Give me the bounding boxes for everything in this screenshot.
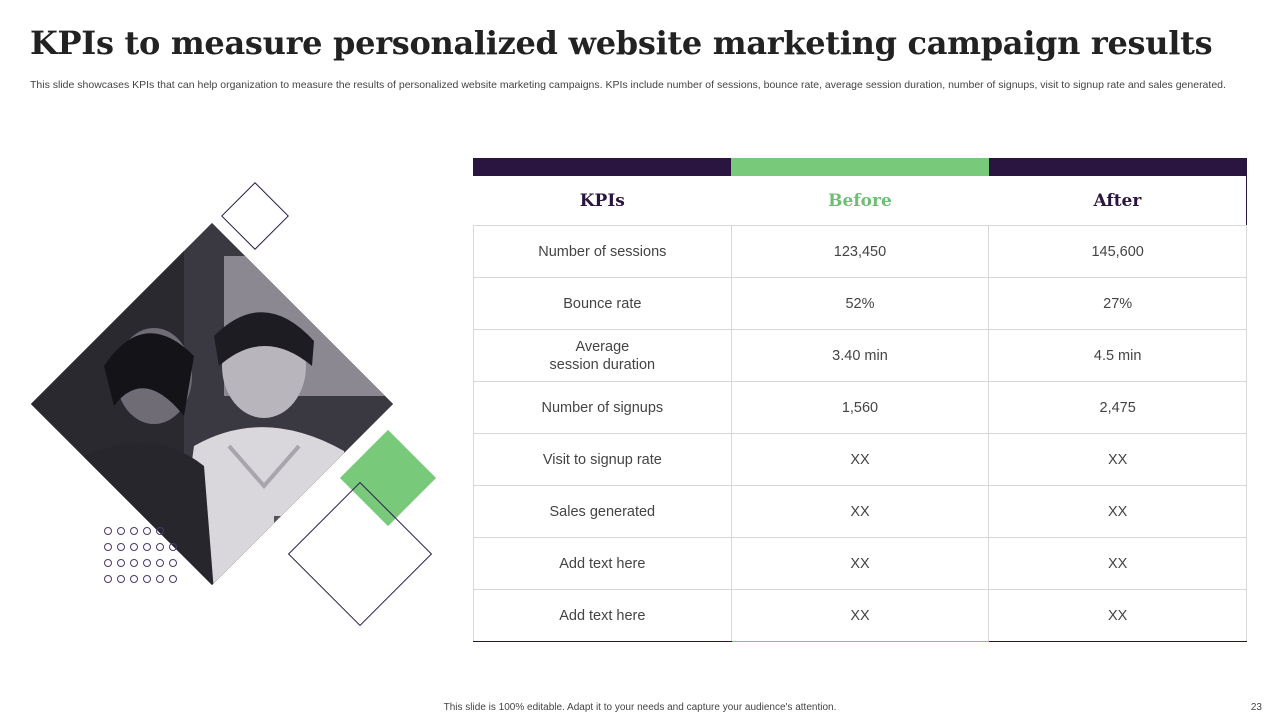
table-row: Sales generated XX XX	[473, 485, 1247, 538]
cell-after: 145,600	[988, 225, 1247, 278]
table-row: Average session duration 3.40 min 4.5 mi…	[473, 329, 1247, 382]
cell-kpi: Add text here	[473, 589, 732, 642]
kpi-table-container: KPIs Before After Number of sessions 123…	[473, 158, 1247, 642]
slide-title: KPIs to measure personalized website mar…	[30, 24, 1213, 62]
table-row: Add text here XX XX	[473, 589, 1247, 642]
cell-kpi: Number of sessions	[473, 225, 732, 278]
cell-before: XX	[730, 537, 990, 590]
cell-after: XX	[988, 433, 1247, 486]
dot-pattern	[104, 527, 184, 587]
cell-after: XX	[988, 485, 1247, 538]
cell-before: 52%	[730, 277, 990, 330]
cell-kpi: Visit to signup rate	[473, 433, 732, 486]
cell-kpi: Average session duration	[473, 329, 732, 382]
table-row: Number of sessions 123,450 145,600	[473, 225, 1247, 278]
table-row: Bounce rate 52% 27%	[473, 277, 1247, 330]
table-row: Visit to signup rate XX XX	[473, 433, 1247, 486]
table-row: Add text here XX XX	[473, 537, 1247, 590]
cell-before: 3.40 min	[730, 329, 990, 382]
cell-after: 27%	[988, 277, 1247, 330]
page-number: 23	[1250, 702, 1262, 713]
table-row: Number of signups 1,560 2,475	[473, 381, 1247, 434]
cell-after: 4.5 min	[988, 329, 1247, 382]
header-bar-after	[989, 158, 1247, 176]
slide-subtitle: This slide showcases KPIs that can help …	[30, 79, 1226, 91]
header-kpis: KPIs	[473, 176, 732, 226]
kpi-table: KPIs Before After Number of sessions 123…	[473, 176, 1247, 642]
table-header-bars	[473, 158, 1247, 176]
slide-footer: This slide is 100% editable. Adapt it to…	[443, 702, 837, 713]
header-after: After	[988, 176, 1247, 226]
header-bar-before	[731, 158, 989, 176]
small-outline-diamond	[221, 182, 289, 250]
cell-after: XX	[988, 537, 1247, 590]
header-before: Before	[731, 176, 989, 226]
cell-before: 123,450	[730, 225, 990, 278]
cell-kpi: Sales generated	[473, 485, 732, 538]
cell-kpi: Bounce rate	[473, 277, 732, 330]
cell-after: 2,475	[988, 381, 1247, 434]
cell-before: XX	[730, 589, 990, 642]
table-header-row: KPIs Before After	[473, 176, 1247, 226]
cell-before: 1,560	[730, 381, 990, 434]
cell-before: XX	[730, 433, 990, 486]
cell-kpi: Add text here	[473, 537, 732, 590]
cell-after: XX	[988, 589, 1247, 642]
cell-kpi: Number of signups	[473, 381, 732, 434]
header-bar-kpis	[473, 158, 731, 176]
cell-before: XX	[730, 485, 990, 538]
